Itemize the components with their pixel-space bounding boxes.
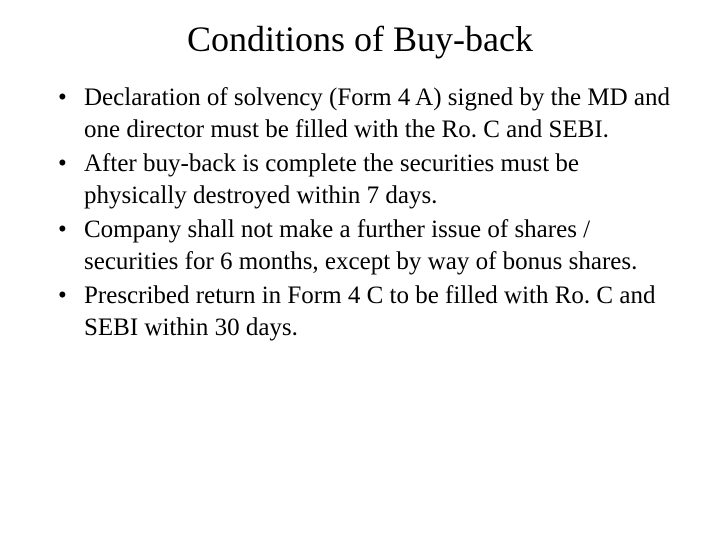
list-item: Company shall not make a further issue o… [58, 214, 680, 278]
list-item: Prescribed return in Form 4 C to be fill… [58, 280, 680, 344]
list-item: Declaration of solvency (Form 4 A) signe… [58, 82, 680, 146]
bullet-list: Declaration of solvency (Form 4 A) signe… [40, 82, 680, 344]
slide-title: Conditions of Buy-back [40, 18, 680, 60]
list-item: After buy-back is complete the securitie… [58, 148, 680, 212]
